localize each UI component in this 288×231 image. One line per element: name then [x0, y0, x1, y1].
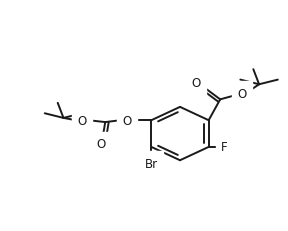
Text: O: O [237, 88, 247, 101]
Text: Br: Br [145, 157, 158, 170]
Text: O: O [122, 114, 131, 127]
Text: O: O [77, 114, 87, 127]
Text: F: F [221, 141, 228, 154]
Text: O: O [192, 77, 201, 90]
Text: O: O [96, 137, 106, 151]
